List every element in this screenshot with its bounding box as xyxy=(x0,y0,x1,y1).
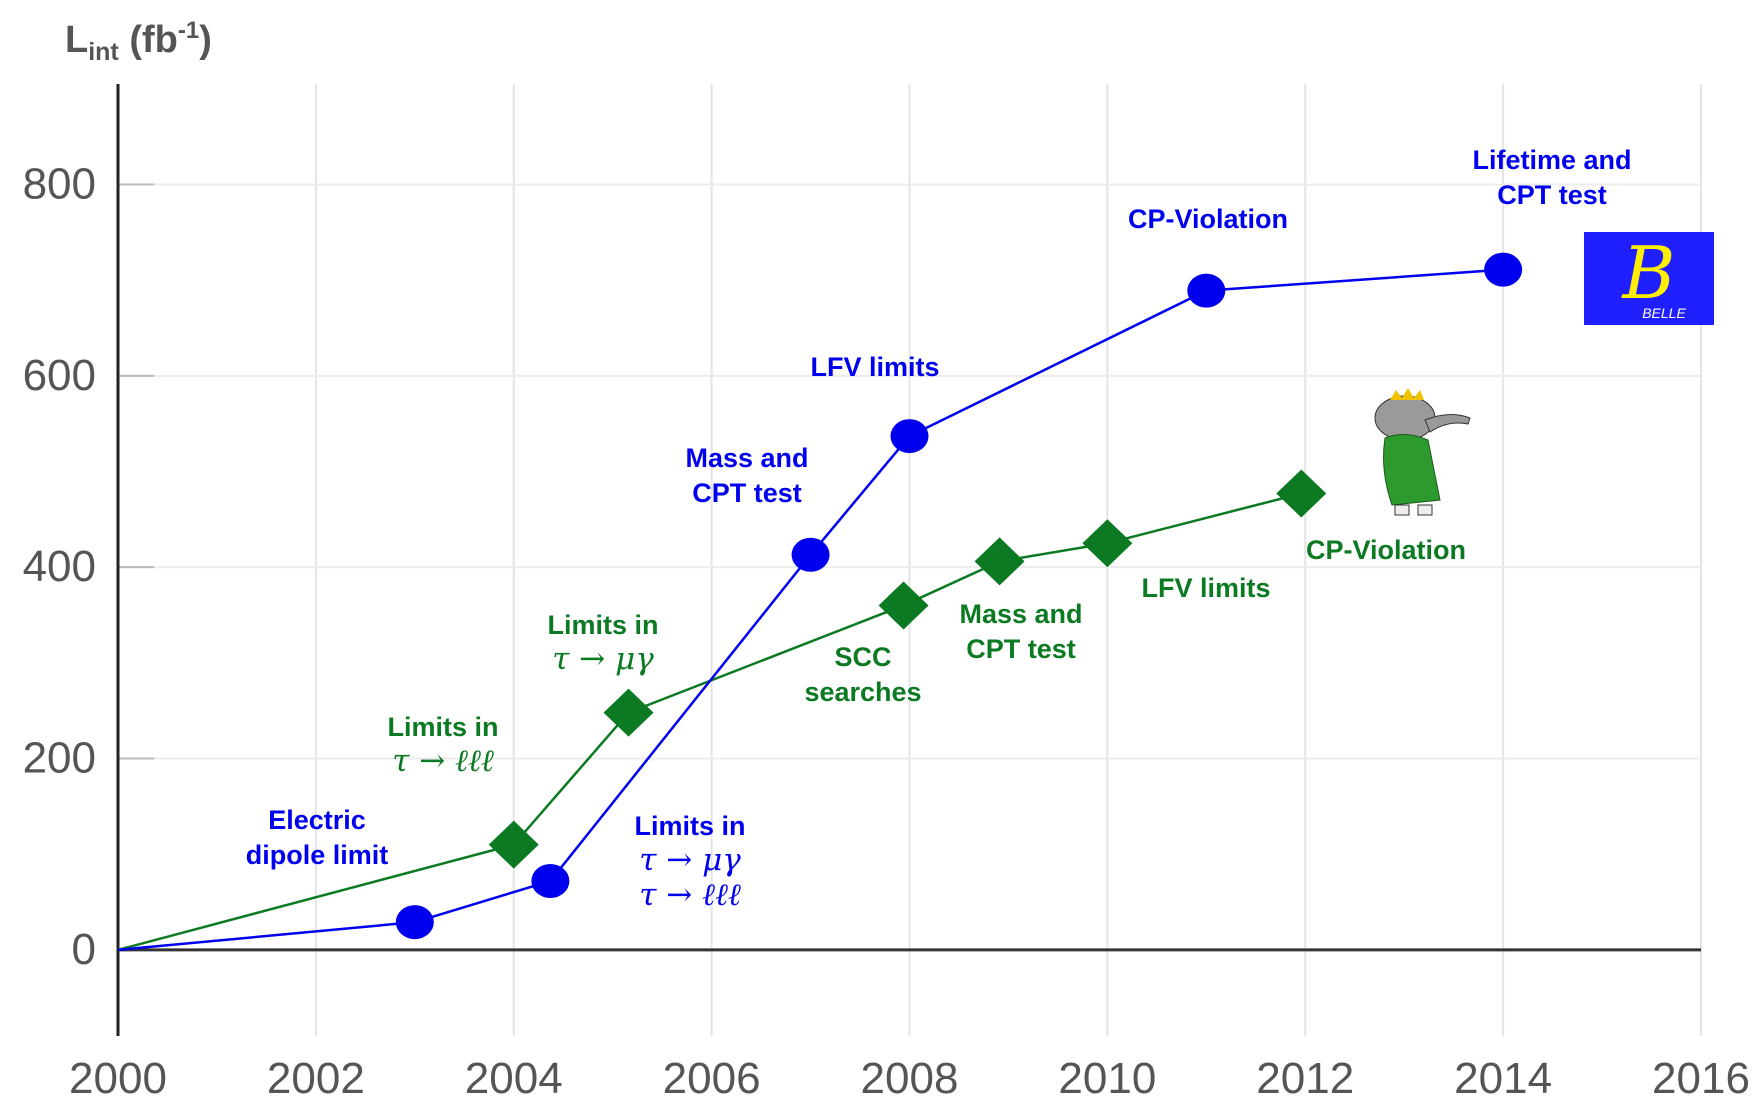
x-tick-label: 2006 xyxy=(663,1054,761,1103)
annotation: Mass and xyxy=(959,599,1082,629)
elephant-head xyxy=(1374,395,1436,441)
annotation: τ → ℓℓℓ xyxy=(392,743,494,779)
annotation: τ → μγ xyxy=(552,641,654,677)
x-tick-label: 2016 xyxy=(1652,1054,1750,1103)
y-tick-label: 400 xyxy=(23,542,96,591)
point xyxy=(791,537,830,572)
annotation: SCC xyxy=(834,642,891,672)
annotation: Limits in xyxy=(634,811,745,841)
y-label-end: ) xyxy=(199,19,212,61)
y-tick-label: 0 xyxy=(72,925,96,974)
point xyxy=(974,537,1025,586)
annotation: CPT test xyxy=(966,634,1076,664)
elephant-trunk xyxy=(1424,414,1471,433)
elephant-foot xyxy=(1417,504,1433,516)
point xyxy=(1187,273,1226,308)
point xyxy=(890,419,929,454)
y-label-main: L xyxy=(65,19,88,61)
point xyxy=(488,820,539,869)
logo-box xyxy=(1584,232,1714,325)
y-tick-label: 200 xyxy=(23,734,96,783)
x-tick-label: 2014 xyxy=(1454,1054,1552,1103)
annotation: LFV limits xyxy=(810,352,939,382)
annotation: CP-Violation xyxy=(1306,535,1466,565)
elephant-foot xyxy=(1394,504,1410,516)
elephant-body xyxy=(1383,434,1441,506)
y-label-sup: -1 xyxy=(178,17,199,44)
babar-elephant xyxy=(1374,388,1471,516)
annotation: dipole limit xyxy=(246,840,389,870)
annotation: Electric xyxy=(268,805,366,835)
annotation: Lifetime and xyxy=(1472,145,1631,175)
x-tick-label: 2000 xyxy=(69,1054,167,1103)
annotation: τ → ℓℓℓ xyxy=(639,877,741,913)
x-tick-label: 2010 xyxy=(1058,1054,1156,1103)
y-tick-label: 800 xyxy=(23,159,96,208)
y-axis-label: Lint (fb-1) xyxy=(65,17,212,66)
x-tick-label: 2002 xyxy=(267,1054,365,1103)
point xyxy=(1082,519,1133,568)
axes: 2000 2002 2004 2006 2008 2010 2012 2014 2016 0 200… xyxy=(23,84,1750,1103)
y-label-sub: int xyxy=(88,38,119,66)
point xyxy=(1484,252,1523,287)
x-tick-label: 2008 xyxy=(861,1054,959,1103)
x-tick-label: 2012 xyxy=(1256,1054,1354,1103)
annotation: searches xyxy=(804,677,921,707)
point xyxy=(878,581,929,630)
annotation: Limits in xyxy=(547,610,658,640)
point xyxy=(395,905,434,940)
annotation: LFV limits xyxy=(1141,573,1270,603)
point xyxy=(603,688,654,737)
annotation: CPT test xyxy=(1497,180,1607,210)
y-tick-label: 600 xyxy=(23,351,96,400)
y-label-rest: (fb xyxy=(119,19,178,61)
annotation: τ → μγ xyxy=(639,842,741,878)
annotation: CPT test xyxy=(692,478,802,508)
elephant-crown xyxy=(1390,388,1424,400)
logo-name: BELLE xyxy=(1642,305,1686,321)
belle-logo: B BELLE xyxy=(1584,231,1714,325)
x-tick-label: 2004 xyxy=(465,1054,563,1103)
annotation: CP-Violation xyxy=(1128,204,1288,234)
point xyxy=(1276,469,1327,518)
annotation: Mass and xyxy=(685,443,808,473)
annotation: Limits in xyxy=(387,712,498,742)
logo-letter: B xyxy=(1621,231,1676,315)
point xyxy=(531,864,570,899)
